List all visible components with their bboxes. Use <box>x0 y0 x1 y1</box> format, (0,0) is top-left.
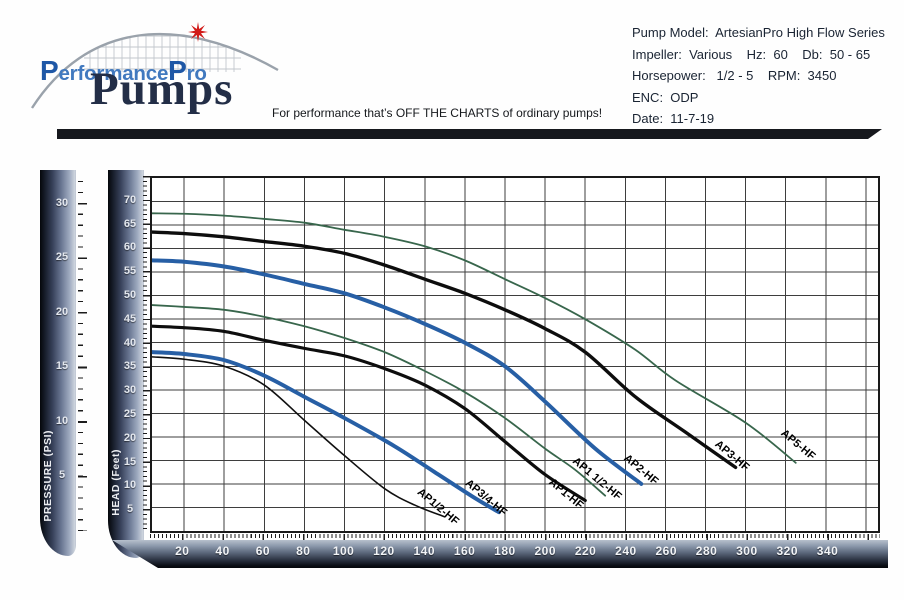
curve-ap3-hf <box>152 230 738 470</box>
flow-tick-label: 40 <box>215 544 230 558</box>
spec-line-model: Pump Model: ArtesianPro High Flow Series <box>632 25 885 40</box>
flow-tick-label: 200 <box>534 544 556 558</box>
flow-tick-label: 180 <box>494 544 516 558</box>
curve-ap1-hf <box>152 324 587 503</box>
head-tick-label: 60 <box>123 241 137 254</box>
flow-tick-label: 20 <box>175 544 190 558</box>
curve-ap2-hf <box>152 258 644 486</box>
flow-tick-label: 80 <box>296 544 311 558</box>
head-tick-label: 65 <box>123 217 137 230</box>
plot-canvas <box>152 178 878 531</box>
spec-line-horsepower: Horsepower: 1/2 - 5 RPM: 3450 <box>632 68 837 83</box>
pressure-tick-label: 5 <box>58 469 66 482</box>
flow-axis-ticks <box>150 534 880 541</box>
head-tick-label: 45 <box>123 312 137 325</box>
head-tick-label: 10 <box>123 479 137 492</box>
pressure-tick-label: 30 <box>55 196 69 209</box>
grid-lines <box>152 178 878 531</box>
brand-initial: P <box>40 55 59 86</box>
flow-tick-label: 220 <box>574 544 597 558</box>
head-tick-label: 20 <box>123 431 137 444</box>
head-tick-label: 25 <box>123 408 137 420</box>
spec-line-date: Date: 11-7-19 <box>632 111 715 126</box>
head-tick-label: 15 <box>123 455 137 468</box>
header-rule <box>57 129 882 139</box>
pressure-tick-label: 20 <box>55 305 69 318</box>
head-tick-label: 30 <box>123 384 137 397</box>
flow-tick-label: 260 <box>655 544 677 558</box>
brand-logo: PerformancePro Pumps <box>26 6 288 128</box>
flow-tick-label: 340 <box>816 544 839 558</box>
pressure-axis-ticks <box>78 181 87 531</box>
plot-area: AP1/2-HF AP3/4-HF AP1-HF AP1 1/2-HF AP2-HF AP… <box>150 176 880 533</box>
head-axis-ticks <box>143 176 150 533</box>
pressure-tick-label: 15 <box>55 360 69 373</box>
brand-initial: P <box>168 55 187 86</box>
spec-line-impeller: Impeller: Various Hz: 60 Db: 50 - 65 <box>632 46 871 62</box>
flow-tick-label: 100 <box>332 544 355 558</box>
spec-line-enclosure: ENC: ODP <box>632 89 699 105</box>
flow-tick-label: 160 <box>453 544 476 558</box>
starburst-icon <box>188 22 208 42</box>
head-tick-label: 70 <box>123 193 137 206</box>
head-tick-label: 55 <box>123 265 137 278</box>
curve-ap3-4-hf <box>152 350 501 515</box>
curve-ap1-1-2-hf <box>152 304 607 497</box>
pressure-tick-label: 10 <box>55 414 69 427</box>
pressure-tick-label: 25 <box>55 251 69 264</box>
head-tick-label: 35 <box>123 360 137 373</box>
brand-name: PerformancePro <box>40 55 207 86</box>
flow-tick-label: 140 <box>413 544 436 558</box>
curve-ap5-hf <box>152 212 797 464</box>
flow-tick-label: 240 <box>615 544 637 558</box>
head-axis-bar: HEAD (Feet) 5 10 15 20 25 30 35 40 45 50 55 60 65 70 <box>108 170 144 558</box>
flow-tick-label: 300 <box>736 544 758 558</box>
spec-panel: Pump Model: ArtesianPro High Flow Series… <box>632 22 885 130</box>
flow-tick-label: 120 <box>373 544 395 558</box>
flow-tick-label: 60 <box>255 544 271 558</box>
curve-ap1-2-hf <box>152 356 446 518</box>
tagline: For performance that’s OFF THE CHARTS of… <box>272 106 603 120</box>
brand-wordmark: Pumps <box>90 63 234 115</box>
flow-axis-bar: 20 40 60 80 100 120 140 160 180 200 220 240 260 280 30… <box>112 540 888 568</box>
logo-art <box>30 22 279 109</box>
head-tick-label: 5 <box>126 503 134 516</box>
flow-tick-label: 320 <box>776 544 798 558</box>
head-tick-label: 40 <box>123 336 137 349</box>
logo-arc <box>30 33 279 109</box>
flow-tick-label: 280 <box>695 544 718 558</box>
head-tick-label: 50 <box>123 289 137 301</box>
pressure-axis-bar: PRESSURE (PSI) 5 10 15 20 25 30 <box>40 170 76 556</box>
